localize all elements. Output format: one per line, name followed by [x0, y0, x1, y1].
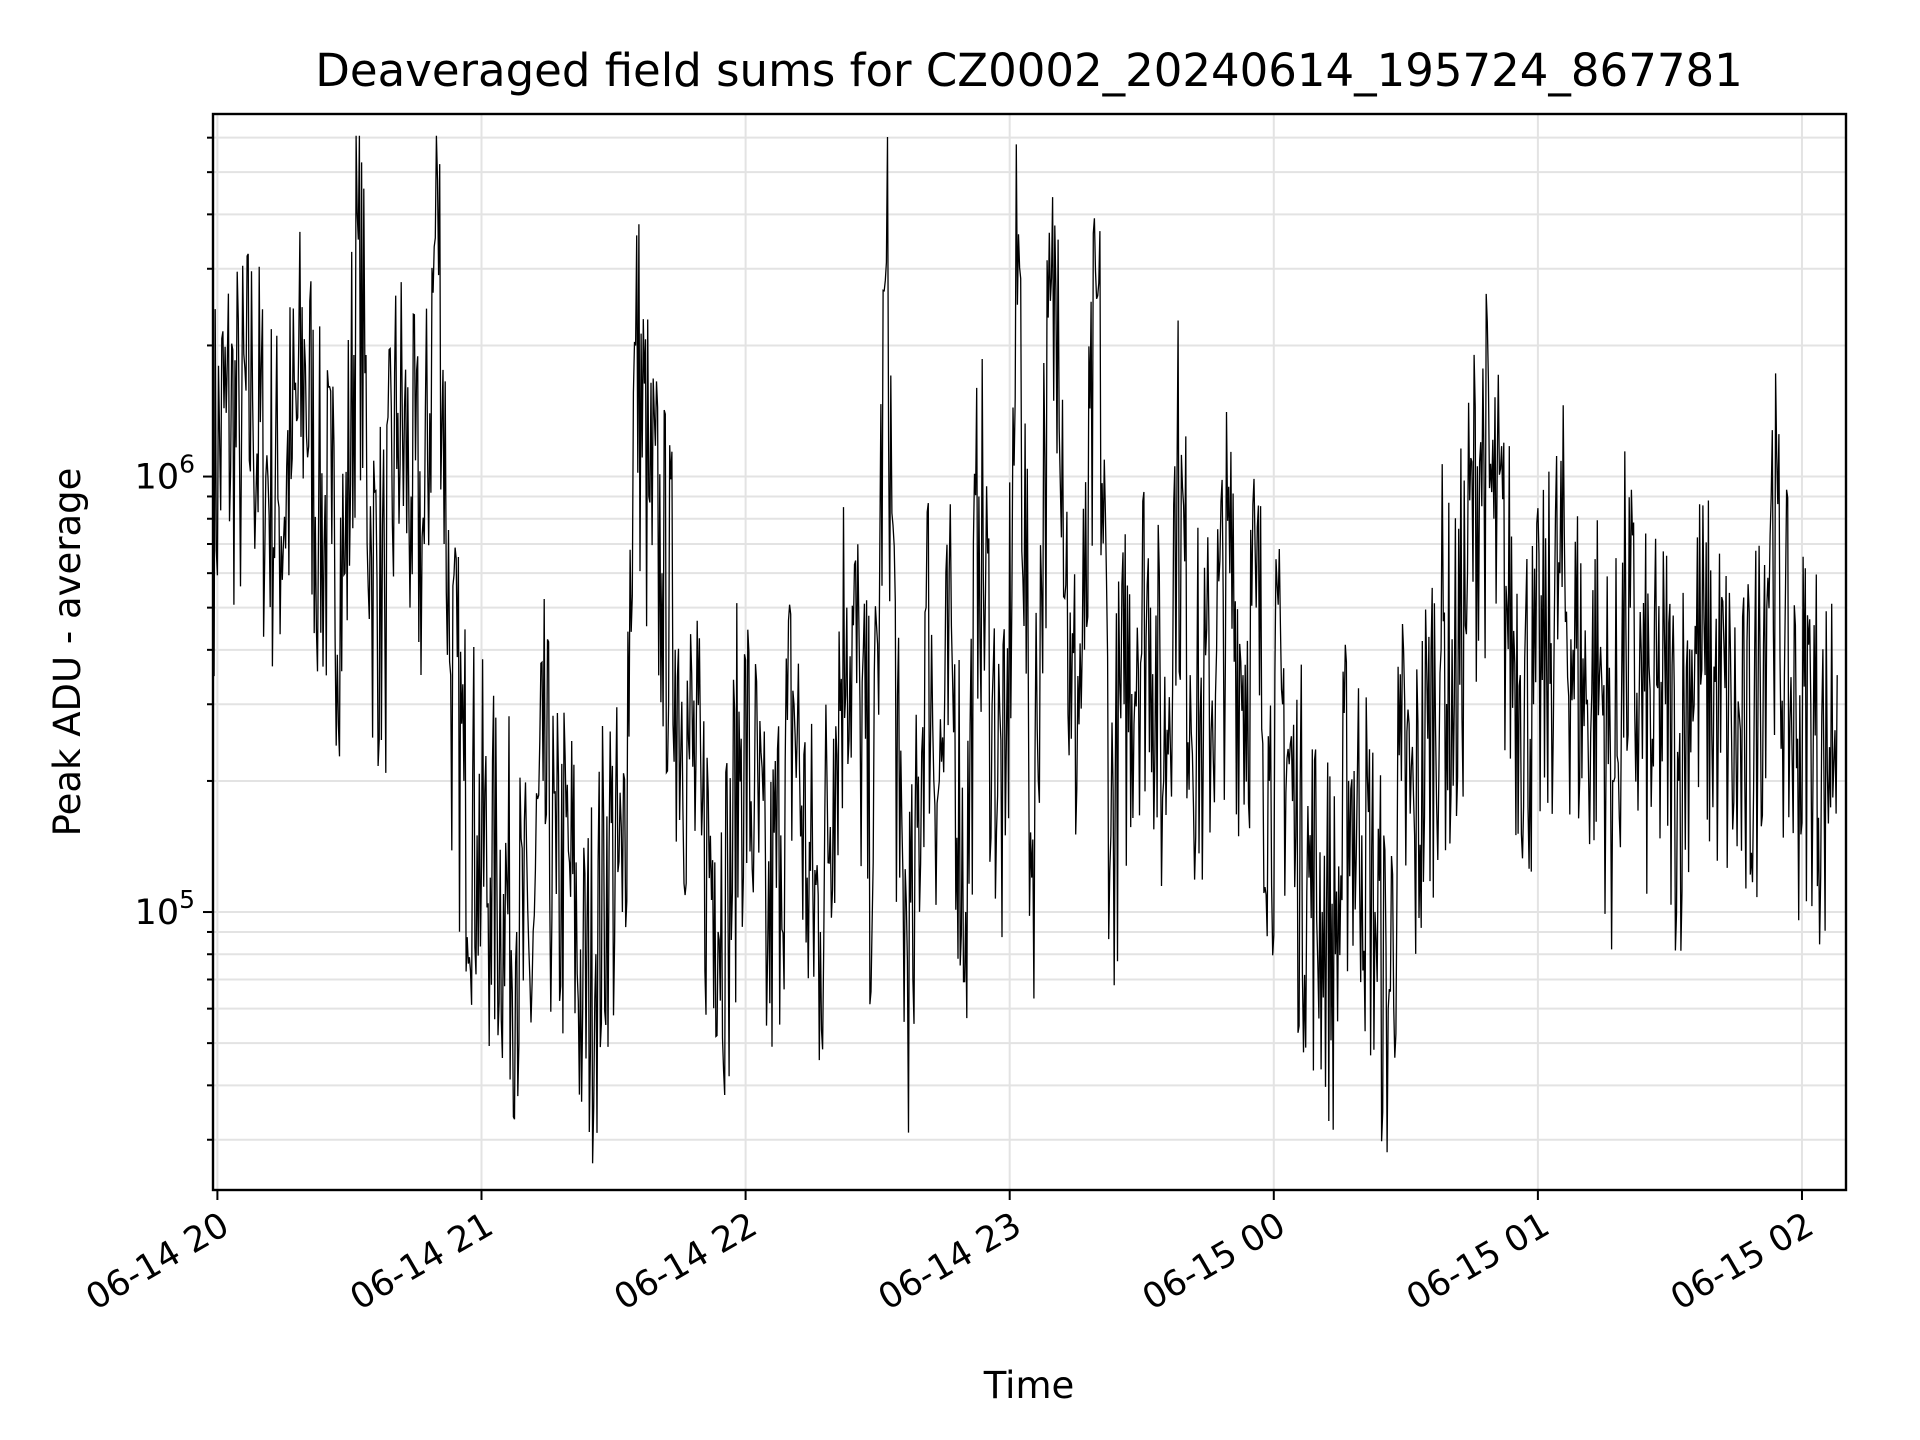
series-layer — [212, 135, 1838, 1164]
x-tick-label: 06-14 23 — [872, 1205, 1028, 1318]
x-tick-label: 06-14 21 — [344, 1205, 500, 1318]
plot-frame — [211, 112, 1848, 1192]
x-tick-label: 06-14 20 — [80, 1205, 236, 1318]
y-tick-label: 106 — [135, 450, 195, 498]
y-tick-label: 105 — [135, 885, 195, 933]
y-axis-label: Peak ADU - average — [46, 468, 89, 837]
x-axis-label: Time — [983, 1364, 1075, 1407]
x-tick-label: 06-15 02 — [1664, 1205, 1820, 1318]
chart-title: Deaveraged field sums for CZ0002_2024061… — [315, 44, 1742, 97]
x-tick-label: 06-15 01 — [1400, 1205, 1556, 1318]
x-axis-ticks: 06-14 20 06-14 21 06-14 22 06-14 23 06-15 00… — [80, 1190, 1820, 1318]
x-tick-label: 06-14 22 — [608, 1205, 764, 1318]
y-axis-ticks: 105 106 — [135, 136, 213, 1141]
series-line — [212, 135, 1838, 1164]
x-tick-label: 06-15 00 — [1136, 1205, 1292, 1318]
grid — [213, 114, 1846, 1190]
